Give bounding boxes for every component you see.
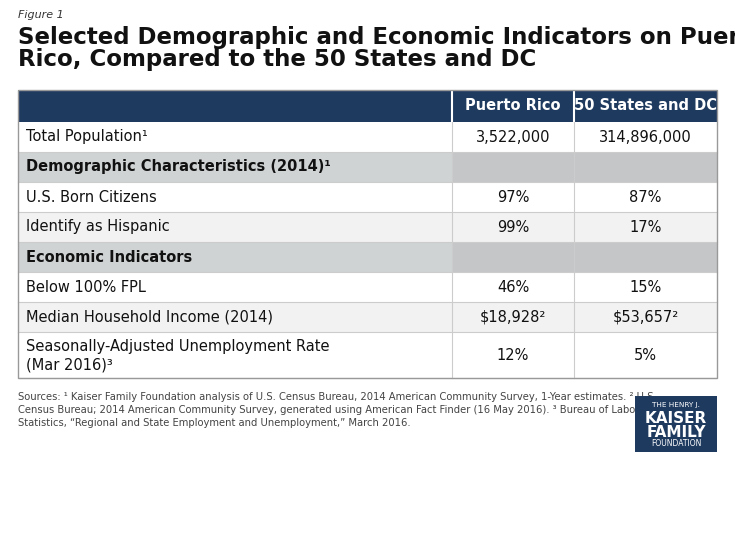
- Bar: [452, 242, 574, 272]
- Text: 17%: 17%: [629, 219, 662, 235]
- Bar: [18, 212, 717, 242]
- Text: 87%: 87%: [629, 190, 662, 204]
- Text: Figure 1: Figure 1: [18, 10, 64, 20]
- Text: Total Population¹: Total Population¹: [26, 129, 148, 144]
- Bar: [18, 182, 717, 212]
- Text: 3,522,000: 3,522,000: [476, 129, 551, 144]
- Text: 12%: 12%: [497, 348, 529, 363]
- Text: Economic Indicators: Economic Indicators: [26, 250, 193, 264]
- Text: 46%: 46%: [497, 279, 529, 294]
- Text: Selected Demographic and Economic Indicators on Puerto: Selected Demographic and Economic Indica…: [18, 26, 735, 49]
- Text: FAMILY: FAMILY: [646, 425, 706, 440]
- Text: $53,657²: $53,657²: [612, 310, 678, 325]
- Text: (Mar 2016)³: (Mar 2016)³: [26, 358, 112, 372]
- Text: 5%: 5%: [634, 348, 657, 363]
- Text: 314,896,000: 314,896,000: [599, 129, 692, 144]
- Bar: [18, 272, 717, 302]
- Text: Rico, Compared to the 50 States and DC: Rico, Compared to the 50 States and DC: [18, 48, 537, 71]
- Bar: [635, 396, 717, 452]
- Text: Sources: ¹ Kaiser Family Foundation analysis of U.S. Census Bureau, 2014 America: Sources: ¹ Kaiser Family Foundation anal…: [18, 392, 657, 402]
- Bar: [18, 242, 717, 272]
- Text: 15%: 15%: [629, 279, 662, 294]
- Text: Statistics, “Regional and State Employment and Unemployment,” March 2016.: Statistics, “Regional and State Employme…: [18, 418, 411, 428]
- Bar: [18, 122, 717, 152]
- Text: THE HENRY J.: THE HENRY J.: [652, 402, 700, 408]
- Text: KAISER: KAISER: [645, 411, 707, 426]
- Text: 50 States and DC: 50 States and DC: [574, 99, 717, 114]
- Bar: [452, 152, 574, 182]
- Bar: [18, 302, 717, 332]
- Text: U.S. Born Citizens: U.S. Born Citizens: [26, 190, 157, 204]
- Bar: [18, 90, 717, 378]
- Bar: [574, 152, 717, 182]
- Bar: [18, 152, 717, 182]
- Text: Seasonally-Adjusted Unemployment Rate: Seasonally-Adjusted Unemployment Rate: [26, 339, 329, 354]
- Text: Median Household Income (2014): Median Household Income (2014): [26, 310, 273, 325]
- Bar: [574, 242, 717, 272]
- Text: Below 100% FPL: Below 100% FPL: [26, 279, 146, 294]
- Text: Puerto Rico: Puerto Rico: [465, 99, 561, 114]
- Bar: [18, 332, 717, 378]
- Bar: [18, 90, 717, 122]
- Text: 97%: 97%: [497, 190, 529, 204]
- Text: 99%: 99%: [497, 219, 529, 235]
- Text: Census Bureau; 2014 American Community Survey, generated using American Fact Fin: Census Bureau; 2014 American Community S…: [18, 405, 639, 415]
- Text: $18,928²: $18,928²: [480, 310, 546, 325]
- Text: Demographic Characteristics (2014)¹: Demographic Characteristics (2014)¹: [26, 159, 331, 175]
- Text: Identify as Hispanic: Identify as Hispanic: [26, 219, 170, 235]
- Text: FOUNDATION: FOUNDATION: [650, 439, 701, 448]
